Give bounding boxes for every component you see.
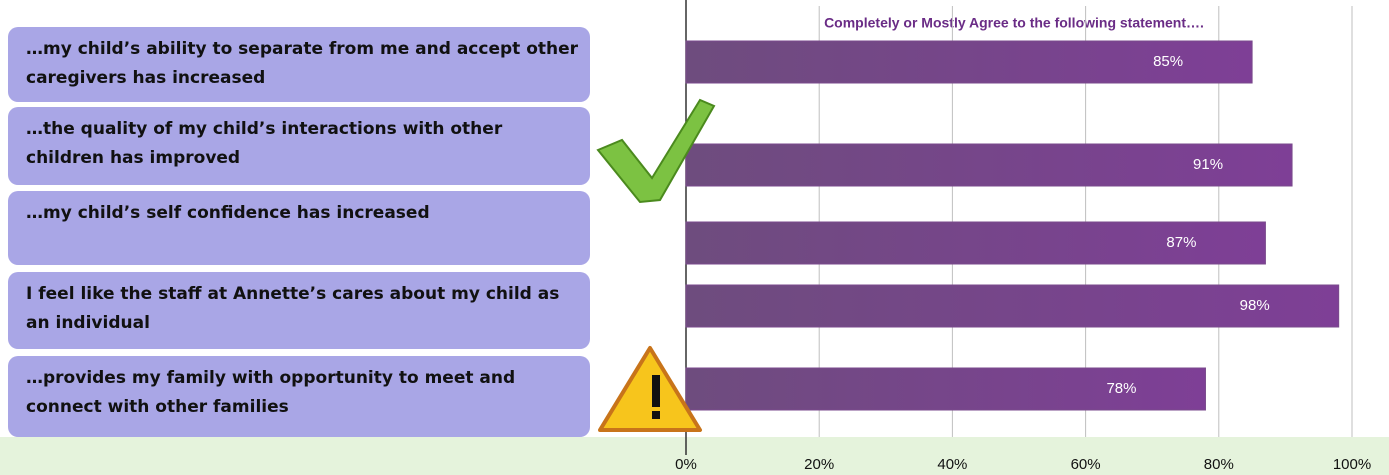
icons (596, 98, 716, 432)
bar (685, 40, 1253, 84)
category-label: I feel like the staff at Annette’s cares… (8, 272, 590, 349)
category-label: …my child’s self confidence has increase… (8, 191, 590, 265)
footer-band (0, 437, 1389, 475)
x-tick-label: 100% (1333, 456, 1371, 473)
bar (685, 284, 1340, 328)
value-label: 98% (1240, 297, 1270, 314)
chart-title: Completely or Mostly Agree to the follow… (824, 15, 1204, 31)
category-label: …my child’s ability to separate from me … (8, 27, 590, 102)
bar (685, 367, 1206, 411)
value-label: 91% (1193, 156, 1223, 173)
x-tick-label: 0% (675, 456, 697, 473)
value-label: 78% (1106, 380, 1136, 397)
warning-dot (652, 411, 660, 419)
value-label: 85% (1153, 53, 1183, 70)
x-tick-label: 80% (1204, 456, 1234, 473)
checkmark-icon (596, 98, 716, 204)
bar (685, 221, 1266, 265)
value-label: 87% (1166, 234, 1196, 251)
x-tick-label: 40% (937, 456, 967, 473)
category-label: …provides my family with opportunity to … (8, 356, 590, 437)
warning-icon (598, 346, 702, 432)
warning-mark (652, 375, 660, 407)
category-label: …the quality of my child’s interactions … (8, 107, 590, 185)
x-tick-label: 60% (1071, 456, 1101, 473)
x-tick-label: 20% (804, 456, 834, 473)
bar (685, 143, 1293, 187)
